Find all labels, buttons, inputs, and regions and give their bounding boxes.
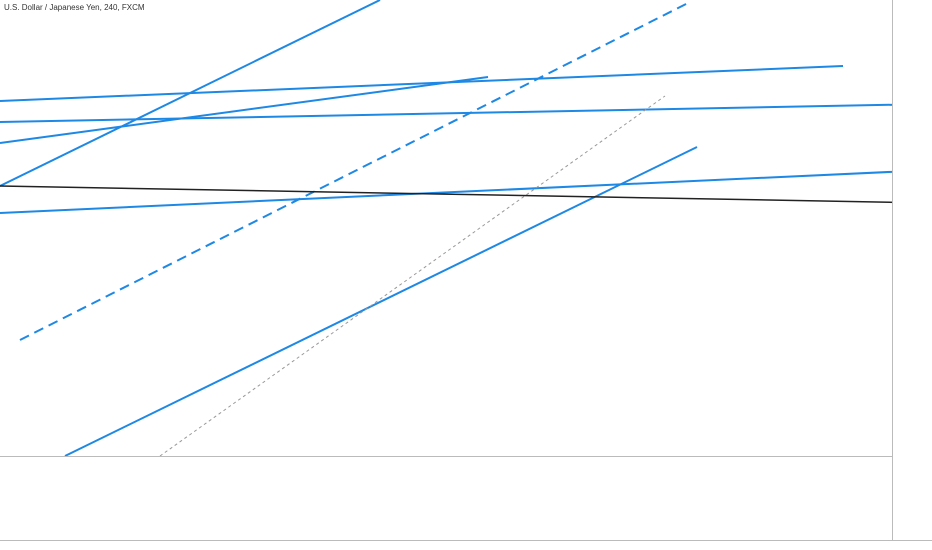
trendline [0, 65, 844, 102]
trendline [64, 146, 698, 457]
trendline [0, 103, 932, 123]
title-bg [0, 0, 160, 14]
trendline-black [0, 185, 932, 204]
price-axis [892, 0, 932, 540]
trendline [0, 169, 932, 214]
trendlines [0, 0, 932, 457]
trendline-dashed [19, 1, 691, 341]
trendline [0, 76, 489, 144]
chart-title: U.S. Dollar / Japanese Yen, 240, FXCM [4, 3, 145, 12]
fib-trend [159, 95, 666, 457]
